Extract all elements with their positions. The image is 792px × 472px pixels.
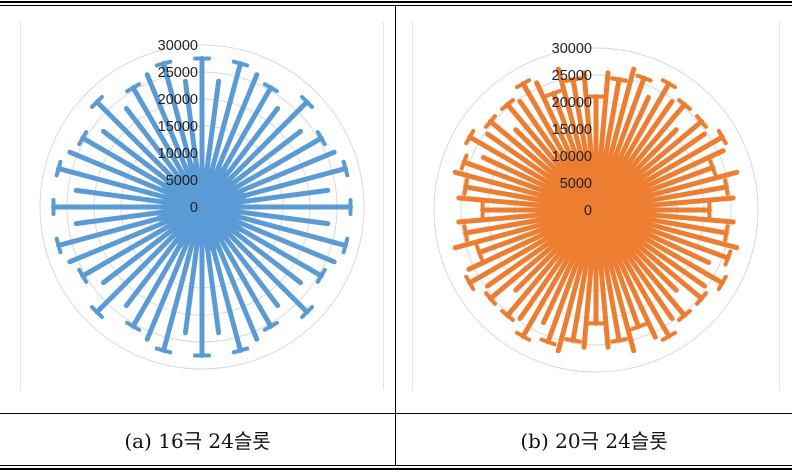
spoke-cap: [54, 236, 63, 255]
spoke: [199, 149, 337, 210]
spoke: [199, 204, 337, 265]
r-tick-label: 30000: [552, 41, 592, 57]
spoke-cap: [716, 129, 728, 146]
core-spoke: [201, 192, 247, 210]
bottom-border-inner: [0, 465, 792, 466]
spoke-cap: [315, 130, 327, 147]
spoke-cap: [695, 114, 708, 129]
spoke-cap: [484, 291, 497, 306]
spoke-cap: [464, 129, 476, 146]
spoke-cap: [500, 309, 515, 322]
spoke-cap: [231, 59, 250, 68]
spoke-cap: [708, 158, 718, 177]
bottom-border-outer: [0, 468, 792, 470]
spoke-cap: [635, 73, 653, 83]
spoke-cap: [154, 346, 173, 355]
column-divider: [395, 6, 396, 466]
core-spoke: [595, 195, 641, 213]
spoke-cap: [610, 76, 628, 83]
spoke-cap: [300, 305, 314, 319]
spoke-cap: [459, 153, 469, 171]
spoke-cap: [462, 224, 469, 242]
r-tick-label: 30000: [158, 38, 198, 54]
spoke-cap: [341, 159, 350, 178]
series-0: [452, 66, 740, 354]
spoke-cap: [515, 330, 532, 342]
top-border-inner: [0, 5, 792, 6]
r-tick-label: 20000: [158, 92, 198, 108]
spoke-cap: [660, 330, 677, 342]
polar-chart-a: 30000 25000 20000 15000 10000 5000 0: [39, 38, 365, 370]
spoke-cap: [77, 267, 89, 284]
r-tick-label: 5000: [166, 173, 198, 189]
spoke-cap: [515, 78, 532, 90]
spoke-cap: [125, 320, 142, 332]
top-border-outer: [0, 1, 792, 3]
spoke-cap: [610, 337, 628, 344]
spoke-cap: [341, 236, 350, 255]
r-tick-label: 10000: [158, 146, 198, 162]
spoke-cap: [564, 337, 582, 344]
r-tick-label: 5000: [560, 176, 592, 192]
r-tick-label: 0: [190, 200, 198, 216]
grid-ring: [39, 44, 365, 370]
chart-panel-b: 30000 25000 20000 15000 10000 5000 0: [412, 22, 780, 390]
spoke-cap: [262, 82, 279, 94]
spoke: [144, 204, 205, 342]
spoke-cap: [716, 274, 728, 291]
spoke-cap: [677, 309, 692, 322]
spoke: [67, 204, 205, 265]
r-tick-label: 25000: [158, 65, 198, 81]
spoke-cap: [464, 274, 476, 291]
spoke-cap: [723, 224, 730, 242]
spoke-cap: [125, 82, 142, 94]
spoke-cap: [695, 291, 708, 306]
spoke: [199, 72, 260, 210]
spoke: [144, 72, 205, 210]
spoke-cap: [564, 76, 582, 83]
spoke-cap: [462, 178, 469, 196]
caption-a: (a) 16극 24슬롯: [124, 429, 271, 453]
grid-ring: [460, 74, 732, 346]
r-tick-label: 15000: [552, 122, 592, 138]
spoke-cap: [300, 95, 314, 109]
spoke-cap: [77, 130, 89, 147]
spoke-cap: [90, 305, 104, 319]
spoke-cap: [315, 267, 327, 284]
r-tick-label: 20000: [552, 95, 592, 111]
spoke-cap: [231, 346, 250, 355]
spoke-cap: [474, 243, 484, 262]
chart-panel-a: 30000 25000 20000 15000 10000 5000 0: [20, 22, 384, 390]
r-tick-label: 10000: [552, 149, 592, 165]
spoke-cap: [723, 249, 733, 267]
spoke-cap: [54, 159, 63, 178]
spoke-cap: [539, 337, 557, 347]
spoke-cap: [90, 95, 104, 109]
series-0: [51, 56, 353, 358]
spoke-cap: [677, 98, 692, 111]
r-tick-label: 15000: [158, 119, 198, 135]
caption-b: (b) 20극 24슬롯: [520, 429, 668, 453]
polar-chart-b: 30000 25000 20000 15000 10000 5000 0: [433, 41, 759, 373]
spoke-cap: [262, 320, 279, 332]
spoke-cap: [500, 98, 515, 111]
grid-ring: [433, 47, 759, 373]
spoke-cap: [154, 59, 173, 68]
spoke: [199, 204, 260, 342]
spoke-cap: [660, 78, 677, 90]
caption-divider: [0, 413, 792, 414]
spoke-cap: [629, 322, 648, 332]
spoke-cap: [484, 114, 497, 129]
r-tick-label: 25000: [552, 68, 592, 84]
r-tick-label: 0: [584, 203, 592, 219]
spoke-cap: [723, 178, 730, 196]
spoke-cap: [544, 88, 563, 98]
spoke: [67, 149, 205, 210]
